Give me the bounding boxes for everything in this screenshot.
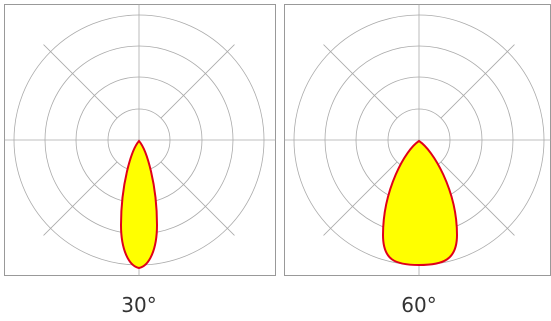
polar-grid bbox=[160, 44, 235, 119]
polar-grid bbox=[160, 161, 235, 236]
beam-lobe bbox=[119, 139, 159, 270]
polar-grid bbox=[440, 161, 515, 236]
polar-grid bbox=[43, 44, 118, 119]
polar-panel: 60° bbox=[284, 4, 551, 317]
panel-label: 60° bbox=[401, 293, 436, 317]
polar-grid bbox=[323, 161, 398, 236]
polar-grid bbox=[440, 44, 515, 119]
panel-label: 30° bbox=[121, 293, 156, 317]
beam-lobe bbox=[381, 139, 459, 267]
polar-grid bbox=[43, 161, 118, 236]
polar-grid bbox=[323, 44, 398, 119]
polar-panel: 30° bbox=[4, 4, 276, 317]
